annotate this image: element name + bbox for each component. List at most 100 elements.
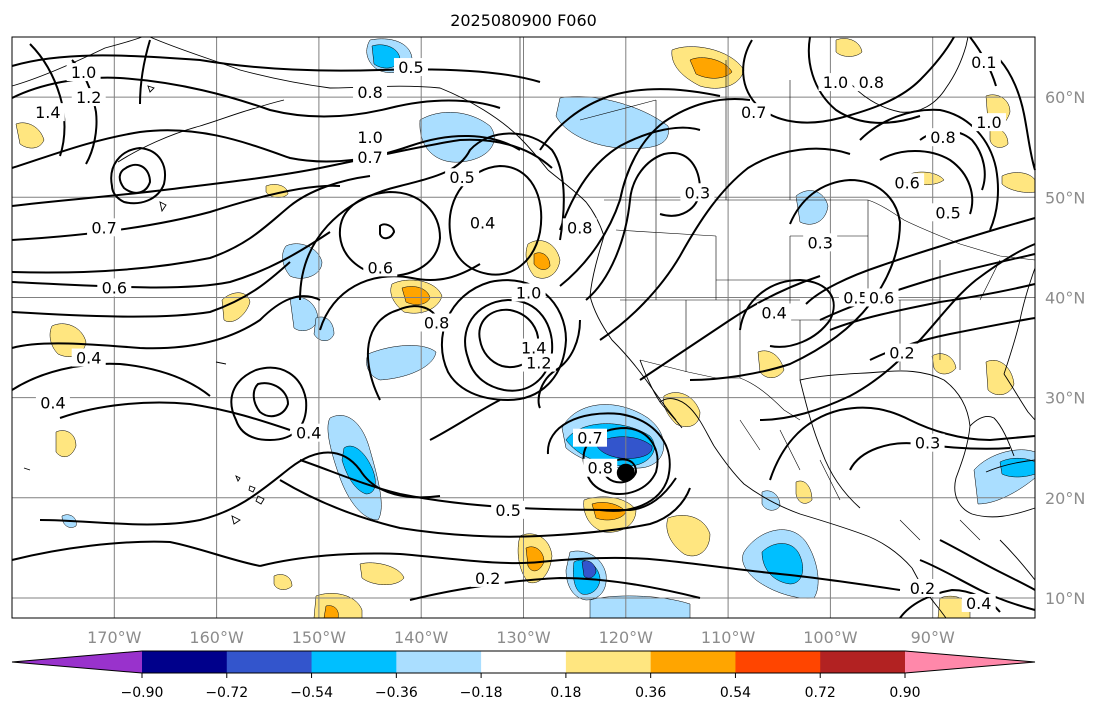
colorbar-extend-max — [905, 651, 1035, 673]
contour-label: 0.8 — [859, 73, 884, 92]
contour-label: 1.0 — [823, 73, 848, 92]
contour-label-background — [885, 343, 920, 362]
contour-label-background — [890, 173, 925, 192]
latitude-tick-label: 20°N — [1045, 489, 1085, 508]
contour-label: 0.8 — [424, 313, 449, 332]
shade-positive — [985, 360, 1015, 396]
contour-label-background — [35, 393, 70, 412]
contour-label-background — [353, 83, 388, 102]
longitude-tick-labels: 170°W 160°W 150°W 140°W 130°W 120°W 110°W 100°W… — [87, 628, 955, 647]
contour-line — [252, 382, 290, 418]
contour-label: 0.2 — [910, 579, 935, 598]
contour-label-background — [803, 233, 838, 252]
shade-positive — [15, 122, 45, 149]
colorbar-tick-label: 0.90 — [889, 685, 920, 701]
contour-label: 0.4 — [76, 349, 101, 368]
shade-negative — [795, 190, 829, 225]
contour-line — [805, 217, 1036, 305]
contour-label-background — [87, 218, 122, 237]
contour-label-background — [910, 433, 945, 452]
contour-label: 0.3 — [807, 233, 832, 252]
contour-line — [118, 163, 152, 194]
contour-label-background — [864, 288, 899, 307]
latitude-tick-label: 50°N — [1045, 188, 1085, 207]
shade-negative — [419, 112, 495, 163]
shading-layer — [15, 38, 1036, 619]
contour-label: 0.5 — [843, 288, 868, 307]
contour-line — [639, 275, 821, 381]
contour-line — [11, 138, 553, 207]
contour-line — [440, 279, 568, 402]
shade-positive — [221, 292, 251, 322]
shade-negative-core — [581, 560, 597, 579]
contour-label: 0.4 — [761, 303, 786, 322]
contour-label-background — [931, 203, 966, 222]
contour-label-background — [465, 213, 500, 232]
latitude-tick-labels: 10°N 20°N 30°N 40°N 50°N 60°N — [1045, 88, 1085, 608]
contour-line — [559, 126, 701, 231]
contour-line — [379, 223, 396, 240]
contour-label-background — [419, 313, 454, 332]
contour-label: 0.6 — [869, 288, 894, 307]
contour-line — [539, 88, 721, 151]
contour-label-background — [97, 278, 132, 297]
contour-label-background — [961, 593, 996, 612]
longitude-tick-label: 170°W — [87, 628, 142, 647]
contour-label: 1.0 — [71, 63, 96, 82]
colorbar-segment — [396, 651, 482, 673]
longitude-tick-label: 150°W — [292, 628, 347, 647]
colorbar-extend-min — [12, 651, 142, 673]
coastline-hawaii — [231, 475, 265, 525]
contour-label-background — [491, 500, 526, 519]
contour-line — [546, 412, 671, 512]
location-marker — [616, 463, 635, 482]
colorbar-tick-label: 0.54 — [720, 685, 751, 701]
shade-positive-strong — [689, 57, 733, 79]
contour-line — [409, 576, 701, 601]
longitude-tick-label: 130°W — [496, 628, 551, 647]
contour-label: 0.6 — [894, 173, 919, 192]
shade-positive — [835, 38, 863, 57]
coastline-cuba — [985, 459, 1036, 473]
contour-label: 0.8 — [567, 218, 592, 237]
chart-title: 2025080900 F060 — [450, 11, 597, 30]
contour-line — [11, 184, 341, 241]
contour-line — [11, 540, 261, 567]
latitude-tick-label: 40°N — [1045, 288, 1085, 307]
coastline-mexico-west — [713, 445, 913, 569]
shade-positive — [931, 353, 957, 375]
contour-line — [742, 36, 955, 124]
colorbar-segment — [735, 651, 821, 673]
contour-label-background — [470, 568, 505, 587]
contour-label-background — [971, 113, 1006, 132]
longitude-tick-label: 90°W — [911, 628, 955, 647]
map-frame — [11, 36, 1036, 619]
contour-label-background — [562, 218, 597, 237]
latitude-tick-label: 30°N — [1045, 389, 1085, 408]
contour-label: 0.1 — [971, 53, 996, 72]
contour-line — [11, 175, 371, 274]
contour-label: 0.5 — [449, 168, 474, 187]
contour-label-background — [818, 73, 853, 92]
contour-label: 1.2 — [526, 354, 551, 373]
contour-label: 0.6 — [368, 258, 393, 277]
coastline-baja — [639, 359, 715, 447]
longitude-tick-label: 110°W — [701, 628, 756, 647]
contour-line — [599, 147, 851, 341]
colorbar-segment — [311, 651, 397, 673]
contour-label-background — [393, 58, 428, 77]
contour-label-background — [71, 88, 106, 107]
contour-label: 0.2 — [475, 569, 500, 588]
contour-label: 1.0 — [357, 128, 382, 147]
longitude-tick-label: 100°W — [803, 628, 858, 647]
contour-label: 0.8 — [357, 83, 382, 102]
contour-line — [29, 43, 66, 157]
contour-label-background — [521, 353, 556, 372]
contour-label: 0.3 — [915, 434, 940, 453]
shade-negative — [555, 96, 669, 149]
contour-label-background — [66, 63, 101, 82]
border-states — [615, 200, 1001, 380]
contour-label-background — [838, 288, 873, 307]
contour-line — [939, 539, 1036, 591]
contour-line — [59, 401, 291, 431]
